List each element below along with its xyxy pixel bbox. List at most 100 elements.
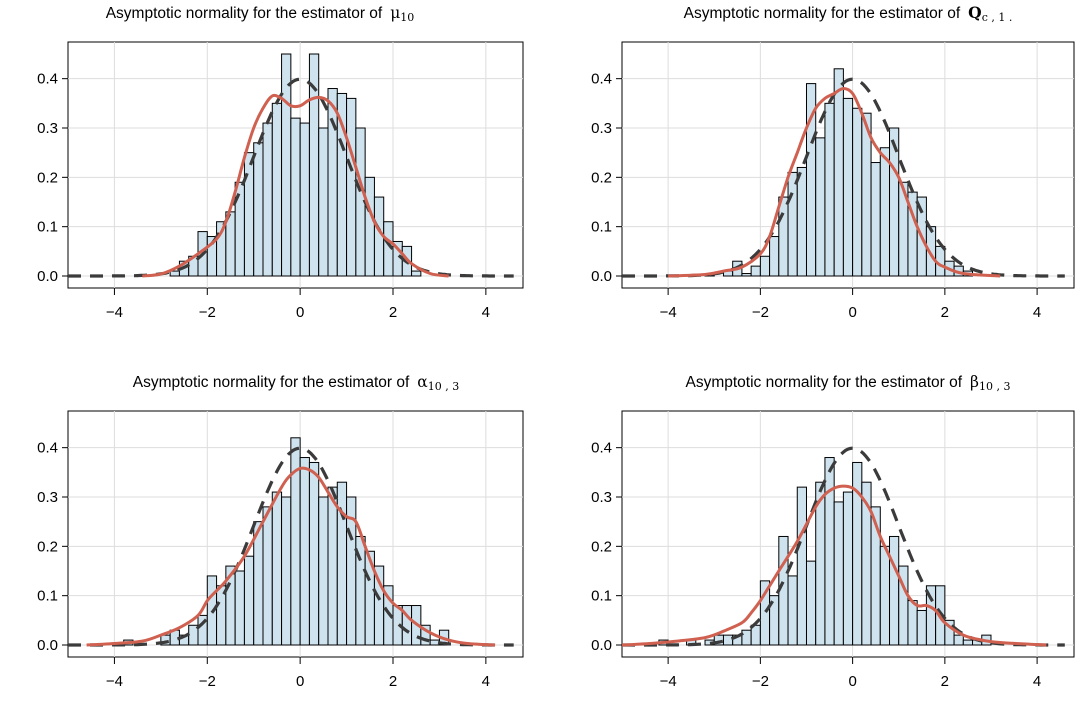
x-tick-label: −4 xyxy=(106,304,123,321)
histogram-bar xyxy=(243,152,255,277)
histogram-bar xyxy=(842,491,854,646)
histogram-bar xyxy=(429,639,440,646)
y-tick-label: 0.2 xyxy=(37,538,58,555)
histogram-bar xyxy=(907,600,918,646)
panel-alpha: Asymptotic normality for the estimator o… xyxy=(37,373,524,690)
histogram-bar xyxy=(346,97,357,277)
x-tick-label: 4 xyxy=(1033,304,1041,321)
x-tick-label: −2 xyxy=(752,673,769,690)
y-tick-label: 0.1 xyxy=(591,588,612,605)
histogram-bar xyxy=(253,521,264,646)
histogram-bar xyxy=(953,634,964,646)
x-tick-label: 4 xyxy=(482,304,490,321)
x-tick-label: 2 xyxy=(941,673,949,690)
panel-title: Asymptotic normality for the estimator o… xyxy=(133,373,459,393)
histogram-bar xyxy=(327,486,338,646)
panel-mu: Asymptotic normality for the estimator o… xyxy=(37,4,524,321)
histogram-bars xyxy=(123,437,450,646)
panel-title: Asymptotic normality for the estimator o… xyxy=(106,4,415,24)
y-axis-ticks: 0.0 0.1 0.2 0.3 0.4 xyxy=(591,71,622,285)
y-tick-label: 0.2 xyxy=(37,169,58,186)
y-tick-label: 0.3 xyxy=(591,489,612,506)
histogram-bar xyxy=(281,496,292,646)
histogram-bar xyxy=(364,176,375,277)
histogram-bar xyxy=(759,255,771,277)
y-tick-label: 0.1 xyxy=(37,219,58,236)
histogram-bar xyxy=(299,457,310,646)
kernel-density-curve xyxy=(86,466,496,647)
histogram-bar xyxy=(299,122,310,277)
histogram-bar xyxy=(769,236,780,277)
y-tick-label: 0.4 xyxy=(591,71,612,88)
x-tick-label: −4 xyxy=(660,673,677,690)
y-axis-ticks: 0.0 0.1 0.2 0.3 0.4 xyxy=(591,440,622,654)
histogram-bar xyxy=(815,137,826,277)
x-tick-label: 0 xyxy=(848,673,856,690)
y-tick-label: 0.4 xyxy=(37,71,58,88)
histogram-bars xyxy=(169,53,422,277)
histogram-bar xyxy=(741,273,752,277)
histogram-bar xyxy=(787,575,798,646)
histogram-bar xyxy=(741,629,752,646)
kernel-density-curve xyxy=(668,86,1001,278)
x-tick-label: −2 xyxy=(199,304,216,321)
panel-beta: Asymptotic normality for the estimator o… xyxy=(591,373,1075,690)
histogram-bar xyxy=(833,68,844,277)
x-tick-label: 4 xyxy=(482,673,490,690)
x-tick-label: −2 xyxy=(199,673,216,690)
y-tick-label: 0.0 xyxy=(37,268,58,285)
y-tick-label: 0.3 xyxy=(37,120,58,137)
histogram-bars xyxy=(658,457,992,646)
x-axis-ticks: −4 −2 0 2 4 xyxy=(106,288,490,321)
y-tick-label: 0.1 xyxy=(37,588,58,605)
x-tick-label: 4 xyxy=(1033,673,1041,690)
histogram-bar xyxy=(411,270,422,277)
plot-frame xyxy=(67,410,524,658)
y-tick-label: 0.3 xyxy=(591,120,612,137)
histogram-bar xyxy=(281,53,292,277)
x-tick-label: 0 xyxy=(848,304,856,321)
y-tick-label: 0.4 xyxy=(37,440,58,457)
x-tick-label: 0 xyxy=(296,673,304,690)
histogram-bar xyxy=(889,535,900,646)
x-axis-ticks: −4 −2 0 2 4 xyxy=(106,657,490,690)
normal-density-curve xyxy=(622,446,1065,647)
y-tick-label: 0.3 xyxy=(37,489,58,506)
x-tick-label: −2 xyxy=(752,304,769,321)
histogram-bar xyxy=(787,171,798,277)
histogram-bar xyxy=(852,107,863,277)
histogram-bar xyxy=(962,639,974,646)
kernel-density-curve xyxy=(142,93,449,278)
histogram-bar xyxy=(750,265,761,277)
histogram-bar xyxy=(796,486,807,646)
y-axis-ticks: 0.0 0.1 0.2 0.3 0.4 xyxy=(37,440,68,654)
histogram-bar xyxy=(327,88,338,277)
histogram-bar xyxy=(944,619,955,646)
x-tick-label: 2 xyxy=(941,304,949,321)
plot-frame xyxy=(67,41,524,289)
histogram-bar xyxy=(253,142,264,277)
histogram-bar xyxy=(234,570,245,646)
histogram-bar xyxy=(271,102,283,277)
histogram-bar xyxy=(271,491,283,646)
histogram-bar xyxy=(290,117,301,277)
histogram-bar xyxy=(216,585,227,646)
x-tick-label: −4 xyxy=(106,673,123,690)
plot-frame xyxy=(621,410,1075,658)
x-tick-label: 2 xyxy=(389,673,397,690)
histogram-bar xyxy=(870,162,881,277)
histogram-bar xyxy=(824,102,835,277)
histogram-bar xyxy=(169,270,180,277)
histogram-bar xyxy=(722,634,734,646)
x-tick-label: 0 xyxy=(296,304,304,321)
panel-q: Asymptotic normality for the estimator o… xyxy=(591,3,1075,321)
histogram-bar xyxy=(318,127,329,277)
panel-title: Asymptotic normality for the estimator o… xyxy=(686,373,1011,393)
histogram-bar xyxy=(916,609,927,646)
kernel-density-curve xyxy=(621,484,1047,647)
x-axis-ticks: −4 −2 0 2 4 xyxy=(660,288,1041,321)
histogram-bars xyxy=(704,68,974,277)
y-tick-label: 0.4 xyxy=(591,440,612,457)
histogram-bar xyxy=(420,624,431,646)
